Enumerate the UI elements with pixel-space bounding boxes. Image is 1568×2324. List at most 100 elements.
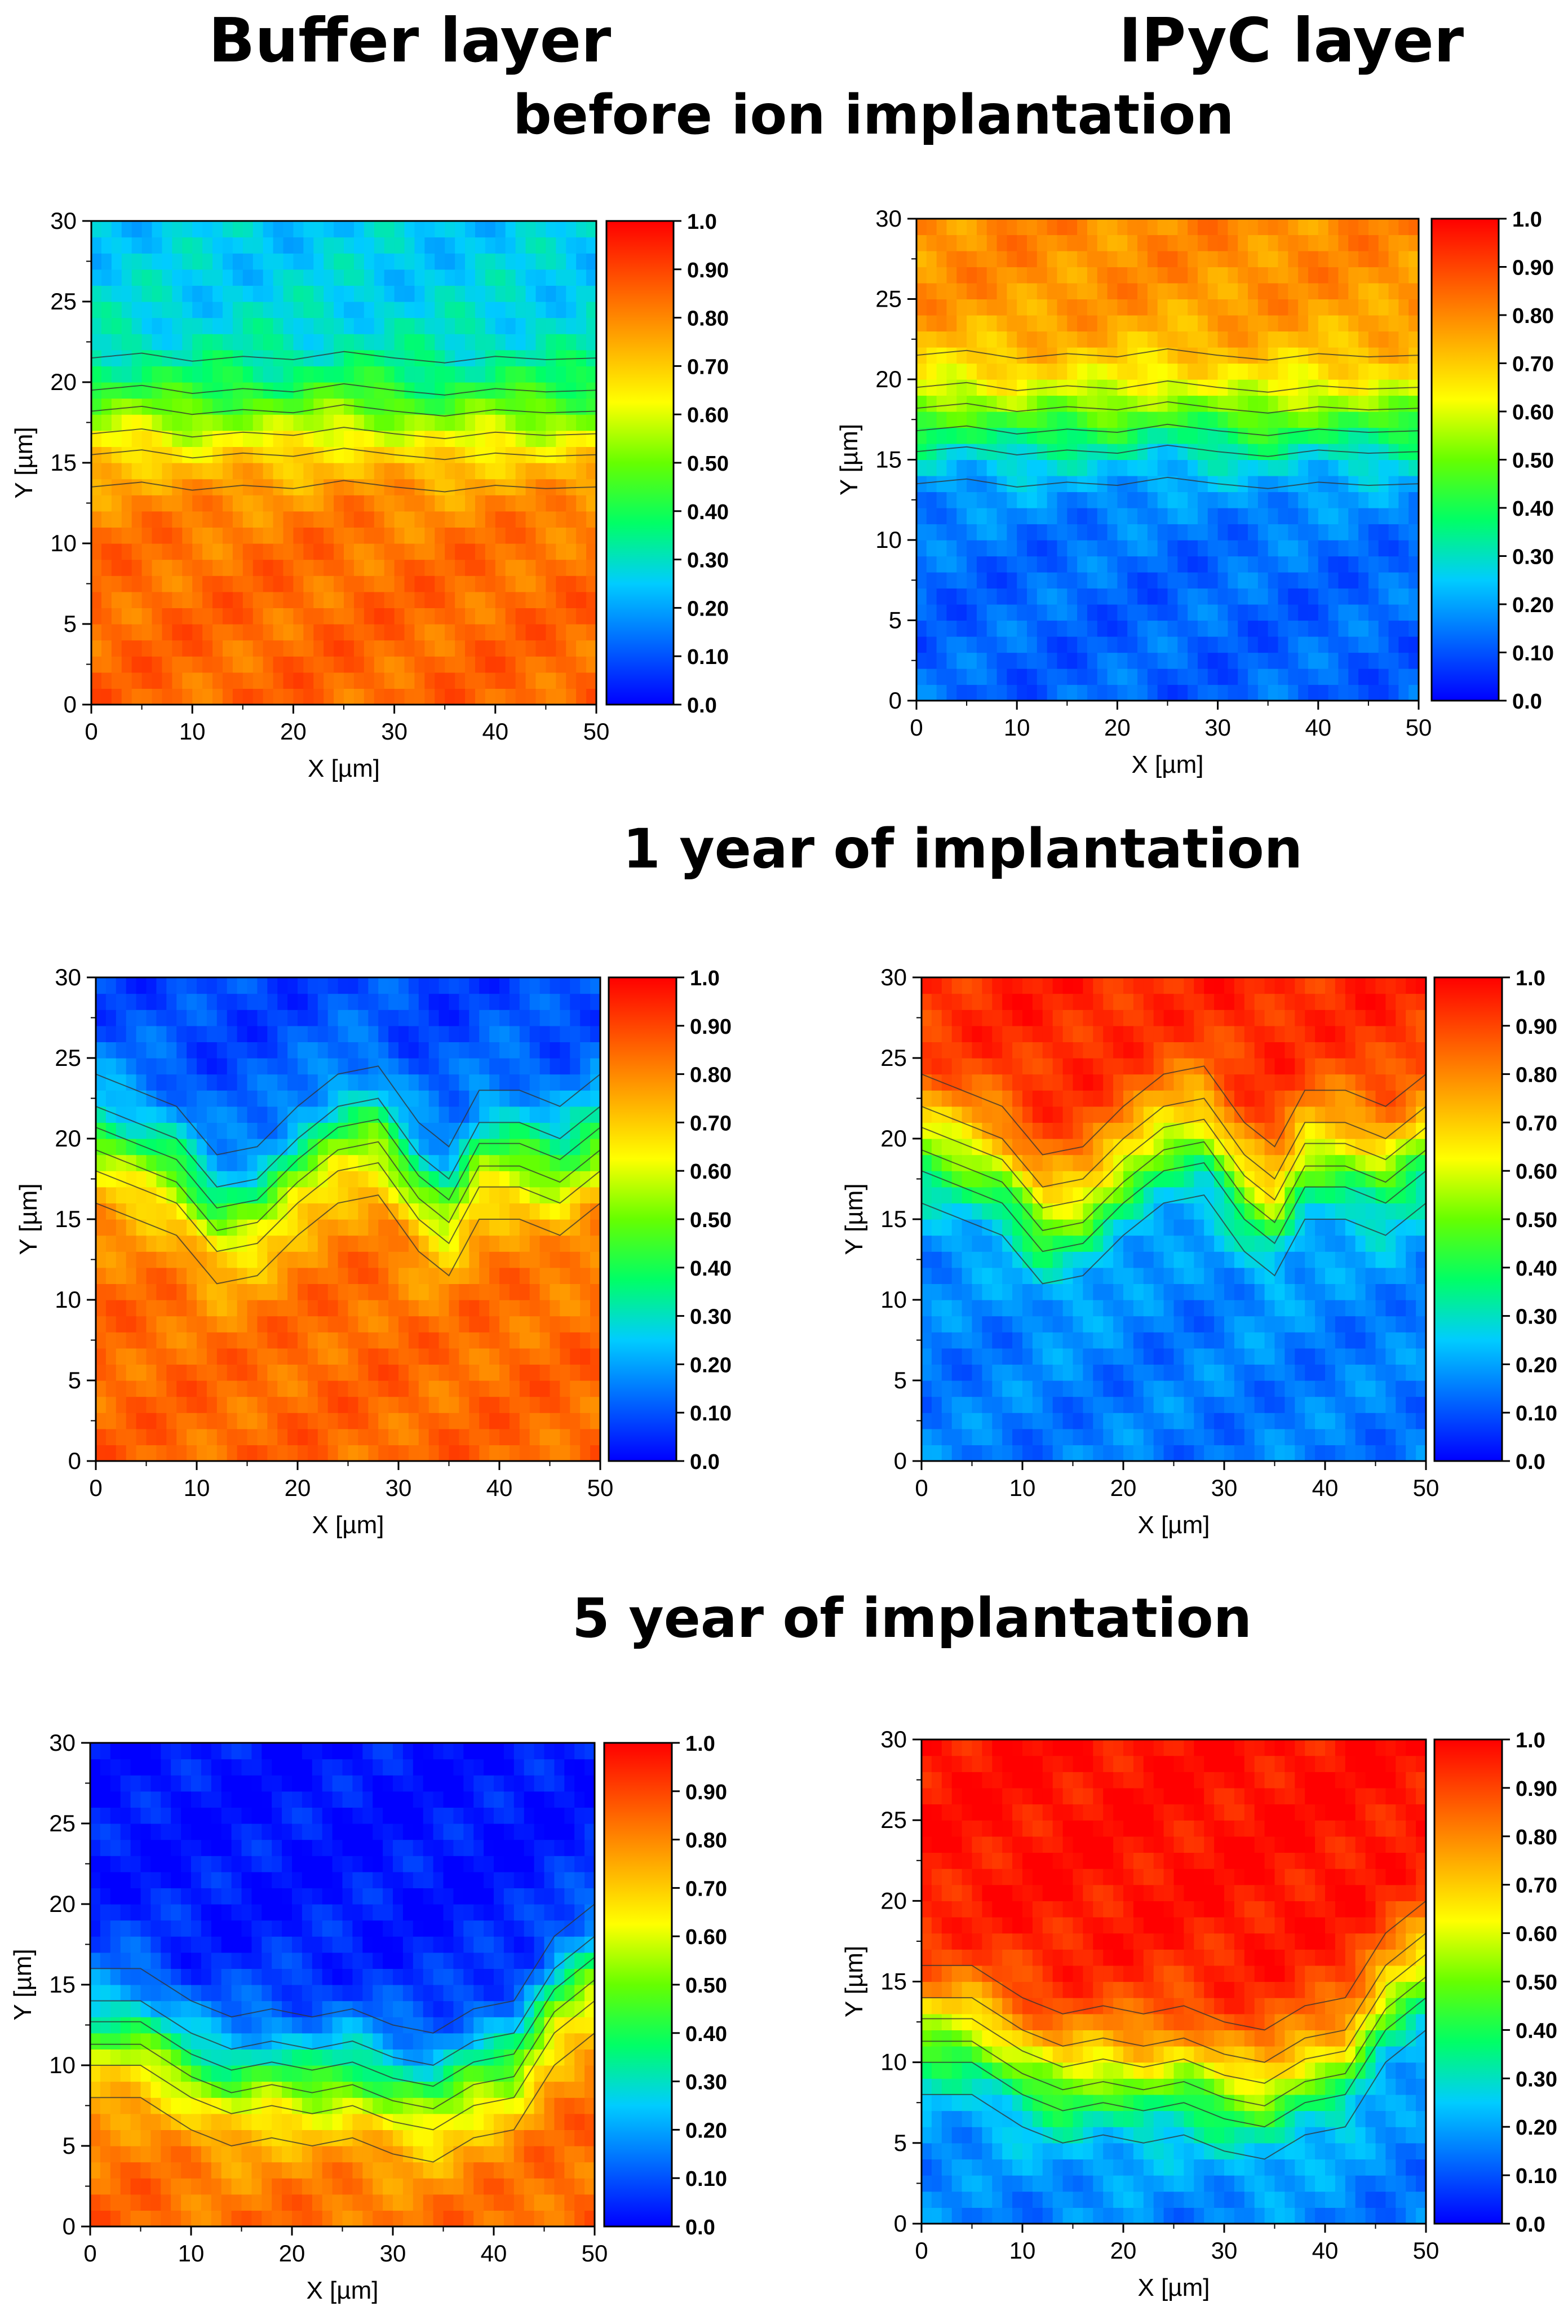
heatmap-cell [176, 1171, 187, 1188]
heatmap-cell [566, 285, 577, 302]
heatmap-cell [404, 672, 415, 689]
heatmap-cell [956, 267, 967, 284]
heatmap-cell [926, 427, 937, 444]
heatmap-cell [475, 269, 486, 286]
heatmap-cell [951, 1042, 963, 1059]
heatmap-cell [1408, 540, 1419, 557]
heatmap-cell [364, 317, 375, 334]
heatmap-cell [546, 672, 556, 689]
heatmap-cell [570, 1380, 581, 1397]
heatmap-cell [162, 317, 172, 334]
heatmap-cell [515, 495, 526, 512]
heatmap-cell [1228, 604, 1238, 621]
colorbar-tick-label: 0.0 [687, 694, 717, 718]
heatmap-cell [146, 1413, 157, 1429]
heatmap-cell [303, 382, 314, 399]
heatmap-cell [348, 1122, 358, 1139]
heatmap-cell [1157, 556, 1168, 573]
heatmap-cell [1097, 395, 1108, 412]
heatmap-cell [303, 237, 314, 254]
heatmap-cell [253, 624, 264, 641]
heatmap-cell [996, 636, 1007, 653]
heatmap-cell [424, 285, 435, 302]
heatmap-cell [986, 299, 998, 316]
heatmap-cell [550, 1348, 560, 1365]
heatmap-cell [556, 366, 566, 383]
heatmap-cell [986, 476, 998, 493]
heatmap-cell [202, 334, 213, 351]
heatmap-cell [404, 624, 415, 641]
heatmap-cell [232, 559, 243, 576]
heatmap-cell [546, 237, 556, 254]
heatmap-cell [222, 511, 233, 528]
heatmap-cell [334, 543, 344, 560]
heatmap-cell [529, 1251, 541, 1268]
heatmap-cell [1308, 379, 1319, 396]
heatmap-cell [374, 511, 385, 528]
heatmap-cell [273, 672, 284, 689]
heatmap-cell [242, 463, 254, 480]
heatmap-cell [414, 608, 425, 625]
heatmap-cell [1288, 459, 1299, 476]
heatmap-cell [408, 1380, 419, 1397]
heatmap-cell [926, 620, 937, 637]
heatmap-cell [996, 508, 1007, 525]
heatmap-cell [418, 1106, 429, 1123]
heatmap-cell [404, 382, 415, 399]
heatmap-cell [529, 1154, 541, 1171]
heatmap-cell [1107, 251, 1118, 268]
heatmap-cell [187, 1074, 197, 1091]
heatmap-cell [1197, 652, 1208, 669]
heatmap-cell [293, 237, 304, 254]
heatmap-cell [394, 543, 405, 560]
heatmap-cell [941, 1106, 953, 1123]
heatmap-cell [237, 1267, 248, 1284]
heatmap-cell [525, 624, 537, 641]
heatmap-cell [136, 1219, 147, 1236]
heatmap-cell [465, 446, 476, 463]
heatmap-cell [384, 640, 395, 657]
heatmap-cell [1027, 331, 1038, 348]
heatmap-cell [358, 1300, 369, 1317]
heatmap-cell [398, 1154, 409, 1171]
heatmap-cell [1248, 540, 1259, 557]
heatmap-cell [1378, 524, 1389, 541]
heatmap-cell [253, 349, 264, 366]
heatmap-cell [378, 977, 389, 994]
heatmap-cell [996, 234, 1007, 251]
heatmap-cell [121, 285, 132, 302]
heatmap-cell [580, 1316, 591, 1333]
heatmap-cell [374, 285, 385, 302]
heatmap-cell [962, 1010, 973, 1026]
heatmap-cell [116, 1090, 127, 1107]
heatmap-cell [283, 511, 294, 528]
heatmap-cell [216, 1187, 228, 1203]
heatmap-cell [525, 302, 537, 318]
heatmap-cell [936, 604, 947, 621]
heatmap-cell [141, 591, 153, 608]
heatmap-cell [1378, 684, 1389, 701]
heatmap-cell [146, 1267, 157, 1284]
heatmap-cell [509, 1235, 520, 1252]
heatmap-cell [317, 1219, 329, 1236]
heatmap-cell [232, 543, 243, 560]
heatmap-cell [1127, 540, 1138, 557]
heatmap-cell [1197, 234, 1208, 251]
heatmap-cell [479, 1203, 490, 1220]
heatmap-cell [956, 540, 967, 557]
heatmap-cell [475, 527, 486, 544]
heatmap-cell [348, 1300, 358, 1317]
heatmap-cell [586, 334, 597, 351]
heatmap-cell [1147, 636, 1158, 653]
heatmap-cell [499, 1106, 510, 1123]
heatmap-cell [202, 398, 213, 415]
heatmap-cell [267, 1316, 278, 1333]
heatmap-cell [334, 366, 344, 383]
heatmap-cell [334, 269, 344, 286]
heatmap-cell [126, 1058, 137, 1075]
heatmap-cell [941, 1380, 953, 1397]
heatmap-cell [1298, 219, 1309, 236]
heatmap-cell [1002, 1074, 1013, 1091]
heatmap-cell [96, 1171, 107, 1188]
heatmap-cell [277, 1445, 288, 1462]
